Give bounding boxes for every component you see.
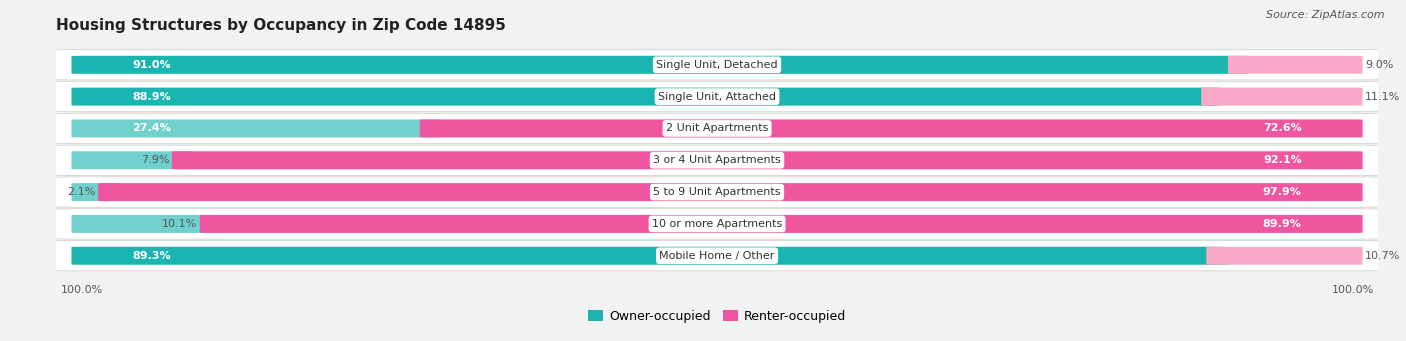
FancyBboxPatch shape: [419, 119, 1362, 137]
Text: 11.1%: 11.1%: [1365, 92, 1400, 102]
Text: 92.1%: 92.1%: [1263, 155, 1302, 165]
Text: 89.3%: 89.3%: [132, 251, 172, 261]
FancyBboxPatch shape: [200, 215, 1362, 233]
FancyBboxPatch shape: [49, 177, 1385, 207]
FancyBboxPatch shape: [49, 145, 1385, 175]
Text: 72.6%: 72.6%: [1263, 123, 1302, 133]
FancyBboxPatch shape: [1201, 88, 1362, 106]
Text: 2.1%: 2.1%: [67, 187, 96, 197]
Text: 9.0%: 9.0%: [1365, 60, 1393, 70]
Text: 91.0%: 91.0%: [132, 60, 172, 70]
Text: 89.9%: 89.9%: [1263, 219, 1302, 229]
Text: 10.7%: 10.7%: [1365, 251, 1400, 261]
Text: 7.9%: 7.9%: [141, 155, 169, 165]
Text: 10 or more Apartments: 10 or more Apartments: [652, 219, 782, 229]
FancyBboxPatch shape: [72, 88, 1222, 106]
Text: 2 Unit Apartments: 2 Unit Apartments: [666, 123, 768, 133]
FancyBboxPatch shape: [72, 56, 1249, 74]
FancyBboxPatch shape: [72, 247, 1226, 265]
Text: 5 to 9 Unit Apartments: 5 to 9 Unit Apartments: [654, 187, 780, 197]
Text: 3 or 4 Unit Apartments: 3 or 4 Unit Apartments: [654, 155, 780, 165]
FancyBboxPatch shape: [72, 119, 440, 137]
Text: 97.9%: 97.9%: [1263, 187, 1302, 197]
Text: Housing Structures by Occupancy in Zip Code 14895: Housing Structures by Occupancy in Zip C…: [56, 18, 506, 33]
FancyBboxPatch shape: [1206, 247, 1362, 265]
Text: Single Unit, Detached: Single Unit, Detached: [657, 60, 778, 70]
FancyBboxPatch shape: [172, 151, 1362, 169]
FancyBboxPatch shape: [49, 113, 1385, 144]
FancyBboxPatch shape: [72, 183, 118, 201]
Text: Source: ZipAtlas.com: Source: ZipAtlas.com: [1267, 10, 1385, 20]
FancyBboxPatch shape: [98, 183, 1362, 201]
Text: 10.1%: 10.1%: [162, 219, 197, 229]
Text: 88.9%: 88.9%: [132, 92, 172, 102]
Text: 27.4%: 27.4%: [132, 123, 172, 133]
FancyBboxPatch shape: [49, 81, 1385, 112]
FancyBboxPatch shape: [49, 241, 1385, 271]
Text: Mobile Home / Other: Mobile Home / Other: [659, 251, 775, 261]
FancyBboxPatch shape: [49, 50, 1385, 80]
FancyBboxPatch shape: [72, 151, 193, 169]
Text: Single Unit, Attached: Single Unit, Attached: [658, 92, 776, 102]
Legend: Owner-occupied, Renter-occupied: Owner-occupied, Renter-occupied: [582, 305, 852, 328]
FancyBboxPatch shape: [1227, 56, 1362, 74]
FancyBboxPatch shape: [49, 209, 1385, 239]
FancyBboxPatch shape: [72, 215, 221, 233]
